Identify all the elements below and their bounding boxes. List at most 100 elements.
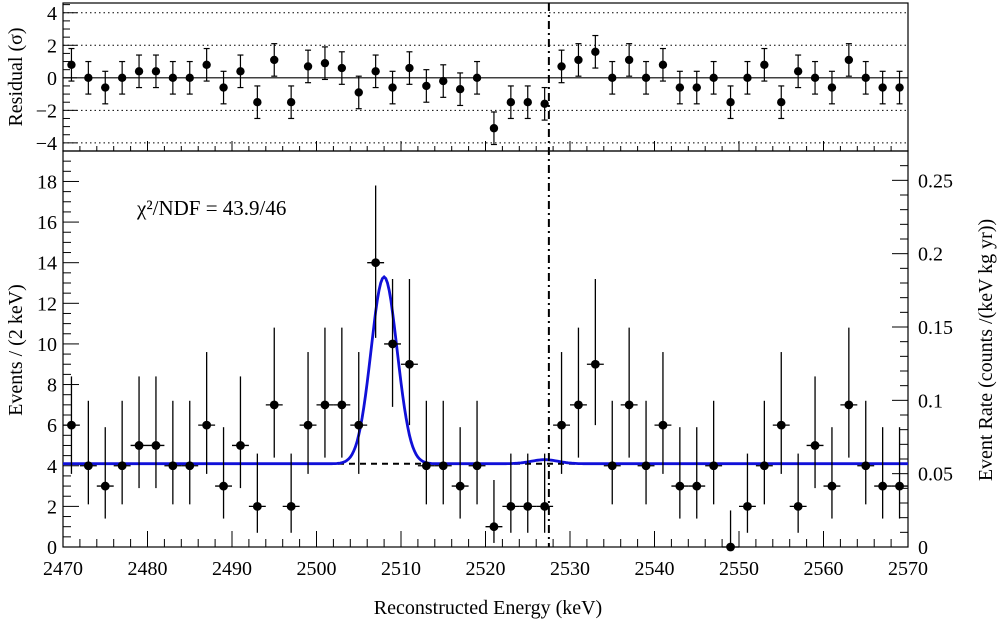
y-tick-label: 8 [47,375,57,397]
residual-point [895,83,904,92]
data-point [134,441,144,450]
data-point [337,400,347,410]
data-point [303,420,313,430]
residual-point [523,98,532,107]
residual-point [371,67,380,76]
residual-point [354,88,363,97]
y-tick-label: 10 [37,334,57,356]
data-point [641,461,651,471]
data-point [371,258,381,268]
residual-point [557,62,566,71]
data-point [472,461,482,471]
data-points [63,185,908,552]
x-tick-label: 2560 [804,558,844,580]
residual-point [439,76,448,86]
y2-tick-label: 0 [918,537,928,559]
residual-point [827,83,837,92]
y-tick-label: 0 [47,537,57,559]
y-tick-label: 14 [37,253,57,275]
y2-tick-label: 0.2 [918,244,943,266]
residual-point [84,73,93,83]
residual-point [591,47,600,56]
x-tick-label: 2500 [297,558,337,580]
data-point [658,420,668,430]
residual-point [185,73,194,83]
residual-point [101,83,110,92]
residual-point [270,55,279,65]
residual-point [878,83,887,92]
residual-y-tick-label: −2 [36,100,57,122]
x-tick-label: 2520 [466,558,506,580]
x-tick-label: 2540 [635,558,675,580]
data-point [506,501,516,511]
residual-point [793,67,803,76]
residual-point [286,98,296,107]
data-point [523,501,533,511]
residual-point [455,84,465,94]
residual-point [472,73,482,83]
data-point [827,481,837,491]
residual-point [641,73,651,83]
residual-point [337,63,347,73]
x-tick-label: 2570 [888,558,928,580]
y-tick-label: 2 [47,496,57,518]
data-point [421,461,431,471]
x-tick-label: 2490 [212,558,252,580]
chi2-annotation: χ²/NDF = 43.9/46 [136,196,286,220]
residual-gridlines [63,12,908,144]
residual-point [134,67,144,76]
data-point [776,420,786,430]
data-point [219,481,228,491]
x-tick-label: 2530 [550,558,590,580]
data-point [83,461,93,471]
y-tick-label: 16 [37,212,57,234]
data-point [405,359,414,369]
residual-y-tick-label: −4 [36,133,57,155]
data-point [590,359,600,369]
data-point [236,441,245,450]
residual-y-tick-label: 4 [47,3,57,25]
residual-y-tick-label: 2 [47,35,57,57]
data-point [388,339,397,349]
x-tick-label: 2510 [381,558,421,580]
main-y2-axis-title: Event Rate (counts /(keV kg yr)) [975,219,997,481]
data-point [810,441,820,450]
residual-point [675,83,685,92]
data-point [100,481,110,491]
data-point [895,481,904,491]
residual-point [861,73,870,83]
residual-point [219,83,228,92]
residual-point [760,60,769,70]
residual-point [303,62,313,71]
data-point [557,420,566,430]
data-point [320,400,330,410]
data-point [202,420,212,430]
y2-tick-label: 0.25 [918,170,953,192]
data-point [438,461,448,471]
residual-y-axis-title: Residual (σ) [5,27,27,126]
data-point [607,461,617,471]
residual-point [489,124,499,133]
data-point [117,461,127,471]
residual-point [692,83,701,92]
data-point [151,441,161,450]
y2-tick-label: 0.05 [918,464,953,486]
data-point [540,501,550,511]
data-point [252,501,262,511]
data-point [269,400,279,410]
data-point [455,481,465,491]
residual-point [709,73,718,83]
residual-point [506,98,516,107]
data-point [692,481,702,491]
y-tick-label: 12 [37,293,57,315]
residual-point [151,67,161,76]
residual-point [320,58,330,68]
residual-point [422,81,431,91]
data-point [574,400,583,410]
data-point [185,461,195,471]
residual-point [67,60,76,70]
data-point [624,400,634,410]
data-point [709,461,719,471]
residual-point [253,98,262,107]
